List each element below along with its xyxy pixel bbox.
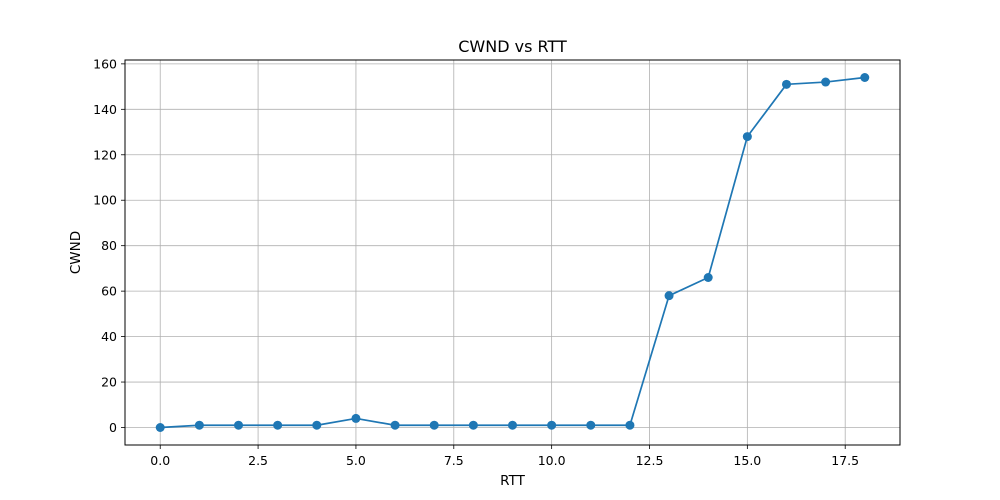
data-point-marker <box>390 420 400 430</box>
data-point-marker <box>586 420 596 430</box>
data-point-marker <box>821 77 831 87</box>
x-tick-label: 2.5 <box>248 453 268 468</box>
data-point-marker <box>781 79 791 89</box>
y-tick-label: 0 <box>109 420 117 435</box>
y-tick-label: 140 <box>93 102 117 117</box>
data-point-marker <box>703 273 713 282</box>
data-point-marker <box>234 420 244 430</box>
data-point-marker <box>429 420 439 430</box>
y-axis-label: CWND <box>68 231 84 274</box>
y-tick-label: 100 <box>93 193 117 208</box>
x-axis-ticks: 0.0 2.5 5.0 7.5 10.0 12.5 15.0 17.5 <box>150 445 859 468</box>
y-axis-ticks: 0 20 40 60 80 100 120 140 160 <box>93 56 125 435</box>
chart-title: CWND vs RTT <box>458 37 567 56</box>
data-point-marker <box>664 291 674 301</box>
data-point-marker <box>312 420 322 430</box>
x-tick-label: 10.0 <box>538 453 566 468</box>
x-tick-label: 12.5 <box>636 453 664 468</box>
x-tick-label: 15.0 <box>733 453 761 468</box>
x-tick-label: 7.5 <box>444 453 464 468</box>
x-tick-label: 5.0 <box>346 453 366 468</box>
data-point-marker <box>547 420 557 430</box>
series-markers <box>155 73 870 432</box>
x-axis-label: RTT <box>500 473 525 489</box>
plot-frame <box>124 59 901 446</box>
x-tick-label: 0.0 <box>150 453 170 468</box>
data-point-marker <box>742 132 752 142</box>
data-point-marker <box>273 420 283 430</box>
data-point-marker <box>351 413 361 423</box>
data-point-marker <box>508 420 517 430</box>
grid <box>125 60 900 445</box>
data-point-marker <box>468 420 478 430</box>
y-tick-label: 120 <box>93 147 117 162</box>
data-point-marker <box>155 423 165 432</box>
data-point-marker <box>860 73 870 82</box>
y-tick-label: 80 <box>101 238 117 253</box>
y-tick-label: 20 <box>101 375 117 390</box>
data-point-marker <box>625 420 635 430</box>
x-tick-label: 17.5 <box>831 453 859 468</box>
y-tick-label: 40 <box>101 329 117 344</box>
y-tick-label: 160 <box>93 56 117 71</box>
y-tick-label: 60 <box>101 284 117 299</box>
data-point-marker <box>194 420 204 430</box>
